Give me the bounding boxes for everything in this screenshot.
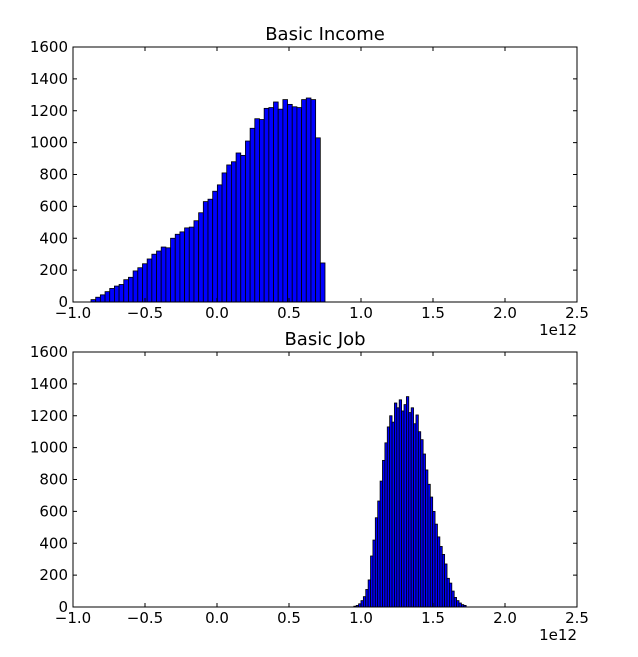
- histogram-bar: [198, 212, 204, 303]
- histogram-bar: [273, 101, 279, 303]
- histogram-bar: [245, 140, 251, 303]
- histogram-bar: [207, 198, 214, 303]
- histogram-bar: [123, 279, 129, 303]
- y-tick-label: 1200: [30, 407, 68, 425]
- y-tick-label: 600: [39, 197, 68, 215]
- y-tick-label: 800: [39, 471, 68, 489]
- x-tick-label: 1.0: [349, 304, 373, 322]
- histogram-bar: [137, 267, 143, 303]
- histogram-bar: [240, 154, 246, 303]
- y-tick-label: 600: [39, 502, 68, 520]
- y-tick-label: 800: [39, 166, 68, 184]
- histogram-bar: [156, 250, 162, 303]
- x-tick-label: −1.0: [55, 609, 91, 627]
- histogram-bar: [128, 276, 134, 303]
- histogram-bar: [315, 137, 321, 303]
- x-tick-label: 2.5: [565, 609, 589, 627]
- y-tick-label: 0: [58, 293, 68, 311]
- histogram-bar: [174, 233, 181, 303]
- y-tick-label: 400: [39, 534, 68, 552]
- x-tick-label: 2.5: [565, 304, 589, 322]
- x-tick-label: 1.5: [421, 304, 445, 322]
- histogram-bar: [301, 99, 307, 303]
- axes-frame: [72, 351, 578, 608]
- y-tick-label: 1600: [30, 343, 68, 361]
- y-tick-label: 1600: [30, 38, 68, 56]
- x-tick-label: 2.0: [493, 304, 517, 322]
- histogram-bar: [170, 237, 176, 303]
- y-tick-label: 1400: [30, 70, 68, 88]
- histogram-bar: [132, 270, 139, 303]
- histogram-bar: [305, 97, 312, 303]
- histogram-bar: [263, 107, 270, 303]
- histogram-bar: [109, 288, 115, 303]
- y-tick-label: 1400: [30, 375, 68, 393]
- histogram-bar: [277, 108, 284, 303]
- x-tick-label: −0.5: [127, 609, 163, 627]
- histogram-bar: [226, 164, 232, 303]
- histogram-bar: [99, 294, 106, 303]
- y-tick-label: 200: [39, 566, 68, 584]
- y-tick-label: 400: [39, 229, 68, 247]
- histogram-bar: [249, 127, 256, 303]
- histogram-bar: [268, 107, 274, 303]
- chart-basic-income: −1.0 −0.5 0.0 0.5 1.0 1.5 2.0 2.5 0 200 400 600 800 1…: [30, 24, 589, 339]
- histogram-bar: [188, 226, 195, 303]
- histogram-bar: [146, 258, 153, 303]
- histogram-bar: [118, 284, 125, 303]
- x-tick-label: 0.0: [205, 304, 229, 322]
- histogram-bar: [142, 263, 148, 303]
- histogram-bar: [151, 253, 157, 303]
- x-offset-label: 1e12: [539, 626, 577, 644]
- histogram-bar: [179, 231, 185, 303]
- histogram-bar: [282, 99, 288, 303]
- histogram-bar: [230, 161, 237, 303]
- y-tick-label: 1000: [30, 134, 68, 152]
- x-tick-label: 2.0: [493, 609, 517, 627]
- x-tick-label: −1.0: [55, 304, 91, 322]
- histogram-bar: [184, 227, 190, 303]
- x-offset-label: 1e12: [539, 321, 577, 339]
- histogram-bar: [202, 201, 209, 303]
- histogram-bar: [319, 262, 326, 303]
- histogram-bar: [235, 152, 242, 303]
- x-tick-label: 1.5: [421, 609, 445, 627]
- histogram-bar: [160, 246, 167, 303]
- y-tick-label: 0: [58, 598, 68, 616]
- histogram-bar: [212, 190, 218, 303]
- histogram-bar: [259, 119, 265, 303]
- histogram-bar: [216, 184, 223, 303]
- histogram-bar: [287, 103, 293, 303]
- chart-basic-job: −1.0 −0.5 0.0 0.5 1.0 1.5 2.0 2.5 0 200 400 600 800 1…: [30, 329, 589, 644]
- histogram-bar: [95, 296, 101, 303]
- x-tick-label: 1.0: [349, 609, 373, 627]
- histogram-bar: [291, 106, 298, 303]
- y-tick-label: 200: [39, 261, 68, 279]
- histogram-bar: [221, 172, 228, 303]
- x-tick-label: 0.5: [277, 304, 301, 322]
- histogram-bar: [114, 285, 120, 303]
- histogram-bar: [104, 291, 111, 303]
- histogram-bar: [254, 118, 260, 303]
- histogram-bar: [165, 247, 171, 303]
- histogram-bar: [296, 107, 303, 303]
- y-tick-label: 1000: [30, 439, 68, 457]
- x-tick-label: 0.5: [277, 609, 301, 627]
- x-tick-label: 0.0: [205, 609, 229, 627]
- histogram-bar: [310, 99, 317, 303]
- chart-title: Basic Job: [284, 329, 365, 350]
- histogram-bar: [193, 220, 200, 303]
- y-tick-label: 1200: [30, 102, 68, 120]
- x-tick-label: −0.5: [127, 304, 163, 322]
- chart-title: Basic Income: [265, 24, 385, 45]
